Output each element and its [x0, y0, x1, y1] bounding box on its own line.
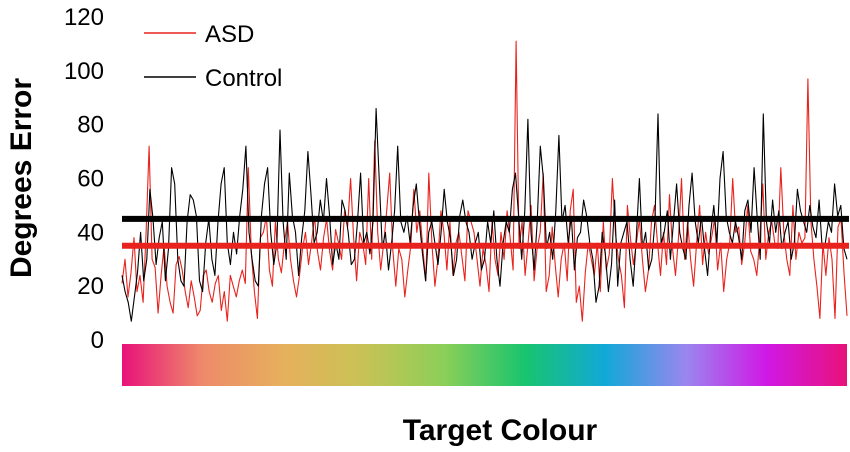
y-tick-label: 40 — [77, 219, 104, 246]
y-tick-label: 80 — [77, 112, 104, 139]
mean-lines — [122, 215, 849, 249]
target-colour-bar — [122, 344, 847, 386]
y-axis-ticks: 0 20 40 60 80 100 120 — [64, 4, 104, 354]
y-axis-title: Degrees Error — [5, 78, 38, 278]
y-tick-label: 0 — [91, 327, 104, 354]
y-tick-label: 20 — [77, 273, 104, 300]
y-tick-label: 60 — [77, 166, 104, 193]
x-axis-title: Target Colour — [403, 414, 598, 447]
y-tick-label: 100 — [64, 58, 104, 85]
legend-asd-label: ASD — [205, 21, 254, 48]
y-tick-label: 120 — [64, 4, 104, 31]
legend: ASD Control — [144, 21, 282, 92]
series-line-control — [121, 107, 848, 322]
legend-control-label: Control — [205, 65, 282, 92]
